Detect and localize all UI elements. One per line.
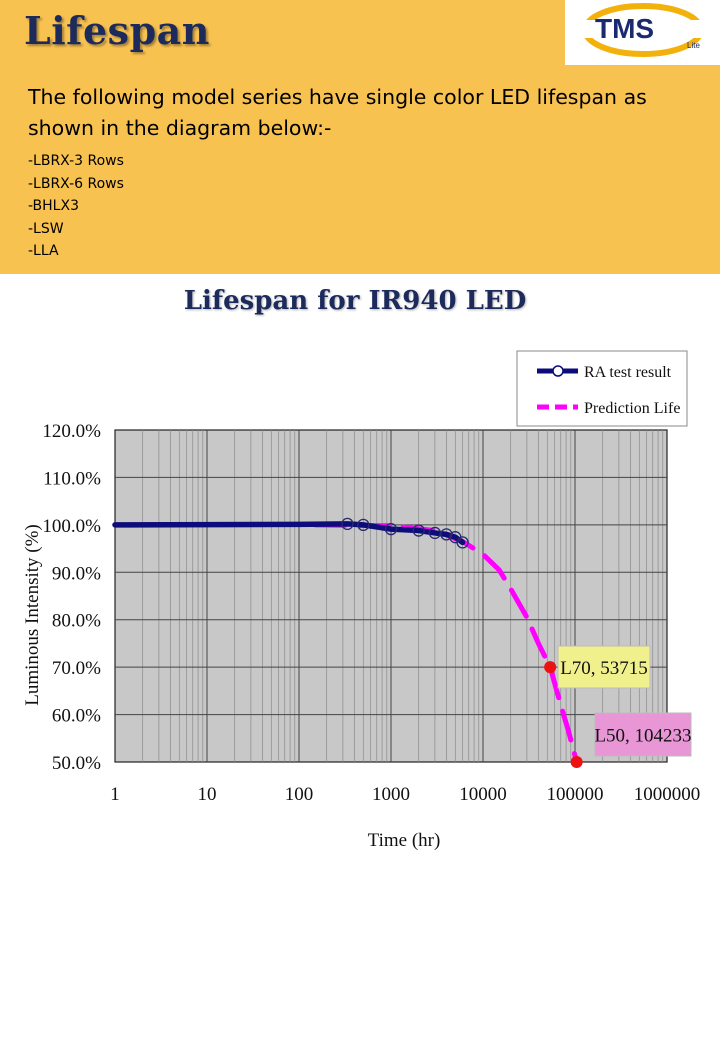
ra-test-point [357, 518, 370, 532]
ra-test-point [412, 524, 425, 537]
annotations-layer: L70, 53715 L50, 104233 [544, 645, 692, 768]
y-tick-label: 70.0% [52, 658, 101, 679]
y-tick-label: 50.0% [52, 753, 101, 774]
model-item: -LLA [28, 243, 59, 259]
ra-test-result-line [112, 521, 466, 546]
header-banner: Lifespan TMS Lite The following model se… [0, 0, 720, 274]
x-tick-labels: 1 10 100 1000 10000 100000 1000000 [110, 784, 700, 805]
y-tick-label: 60.0% [52, 706, 101, 727]
annotation-point [570, 756, 583, 768]
x-tick-label: 10000 [459, 784, 507, 805]
model-item: -BHLX3 [28, 198, 79, 214]
y-tick-label: 120.0% [42, 421, 101, 442]
chart-title: Lifespan for IR940 LED [183, 286, 527, 316]
y-tick-label: 80.0% [52, 611, 101, 632]
company-logo: TMS Lite [565, 0, 720, 65]
model-item: -LSW [28, 220, 64, 237]
legend-label-test: RA test result [584, 364, 672, 381]
ra-test-point [440, 528, 453, 541]
logo-text: TMS [595, 13, 654, 44]
page-title: Lifespan [24, 8, 210, 53]
ra-test-point [384, 522, 398, 536]
intro-text: The following model series have single c… [28, 85, 647, 140]
model-item: -LBRX-3 Rows [28, 153, 124, 169]
x-tick-label: 1000000 [634, 784, 701, 805]
ra-test-point [341, 517, 354, 531]
annotation-box [594, 712, 692, 757]
x-tick-label: 10 [198, 784, 217, 805]
y-tick-labels: 50.0% 60.0% 70.0% 80.0% 90.0% 100.0% 110.0% 120… [42, 421, 101, 774]
y-tick-label: 110.0% [43, 468, 101, 489]
ra-test-point [428, 526, 442, 540]
y-axis-label: Luminous Intensity (%) [22, 524, 43, 706]
ra-test-point [456, 536, 469, 549]
legend: RA test result Prediction Life [516, 350, 688, 427]
annotation-point [544, 661, 557, 674]
x-tick-label: 100000 [547, 784, 604, 805]
x-tick-label: 1000 [372, 784, 410, 805]
y-tick-label: 90.0% [52, 563, 101, 584]
grid-lines [115, 430, 667, 762]
annotation-label: L70, 53715 [560, 658, 648, 679]
x-axis-label: Time (hr) [368, 830, 441, 851]
model-list: -LBRX-3 Rows -LBRX-6 Rows -BHLX3 -LSW -L… [28, 150, 124, 263]
legend-label-prediction: Prediction Life [584, 400, 680, 417]
model-item: -LBRX-6 Rows [28, 175, 124, 192]
annotation-box [557, 645, 651, 689]
x-tick-label: 100 [285, 784, 314, 805]
annotation-label: L50, 104233 [594, 726, 691, 747]
legend-marker-test [552, 365, 564, 377]
series-layer [112, 517, 580, 765]
y-tick-label: 100.0% [42, 516, 101, 537]
x-tick-label: 1 [110, 784, 120, 805]
logo-subtext: Lite [687, 41, 700, 50]
